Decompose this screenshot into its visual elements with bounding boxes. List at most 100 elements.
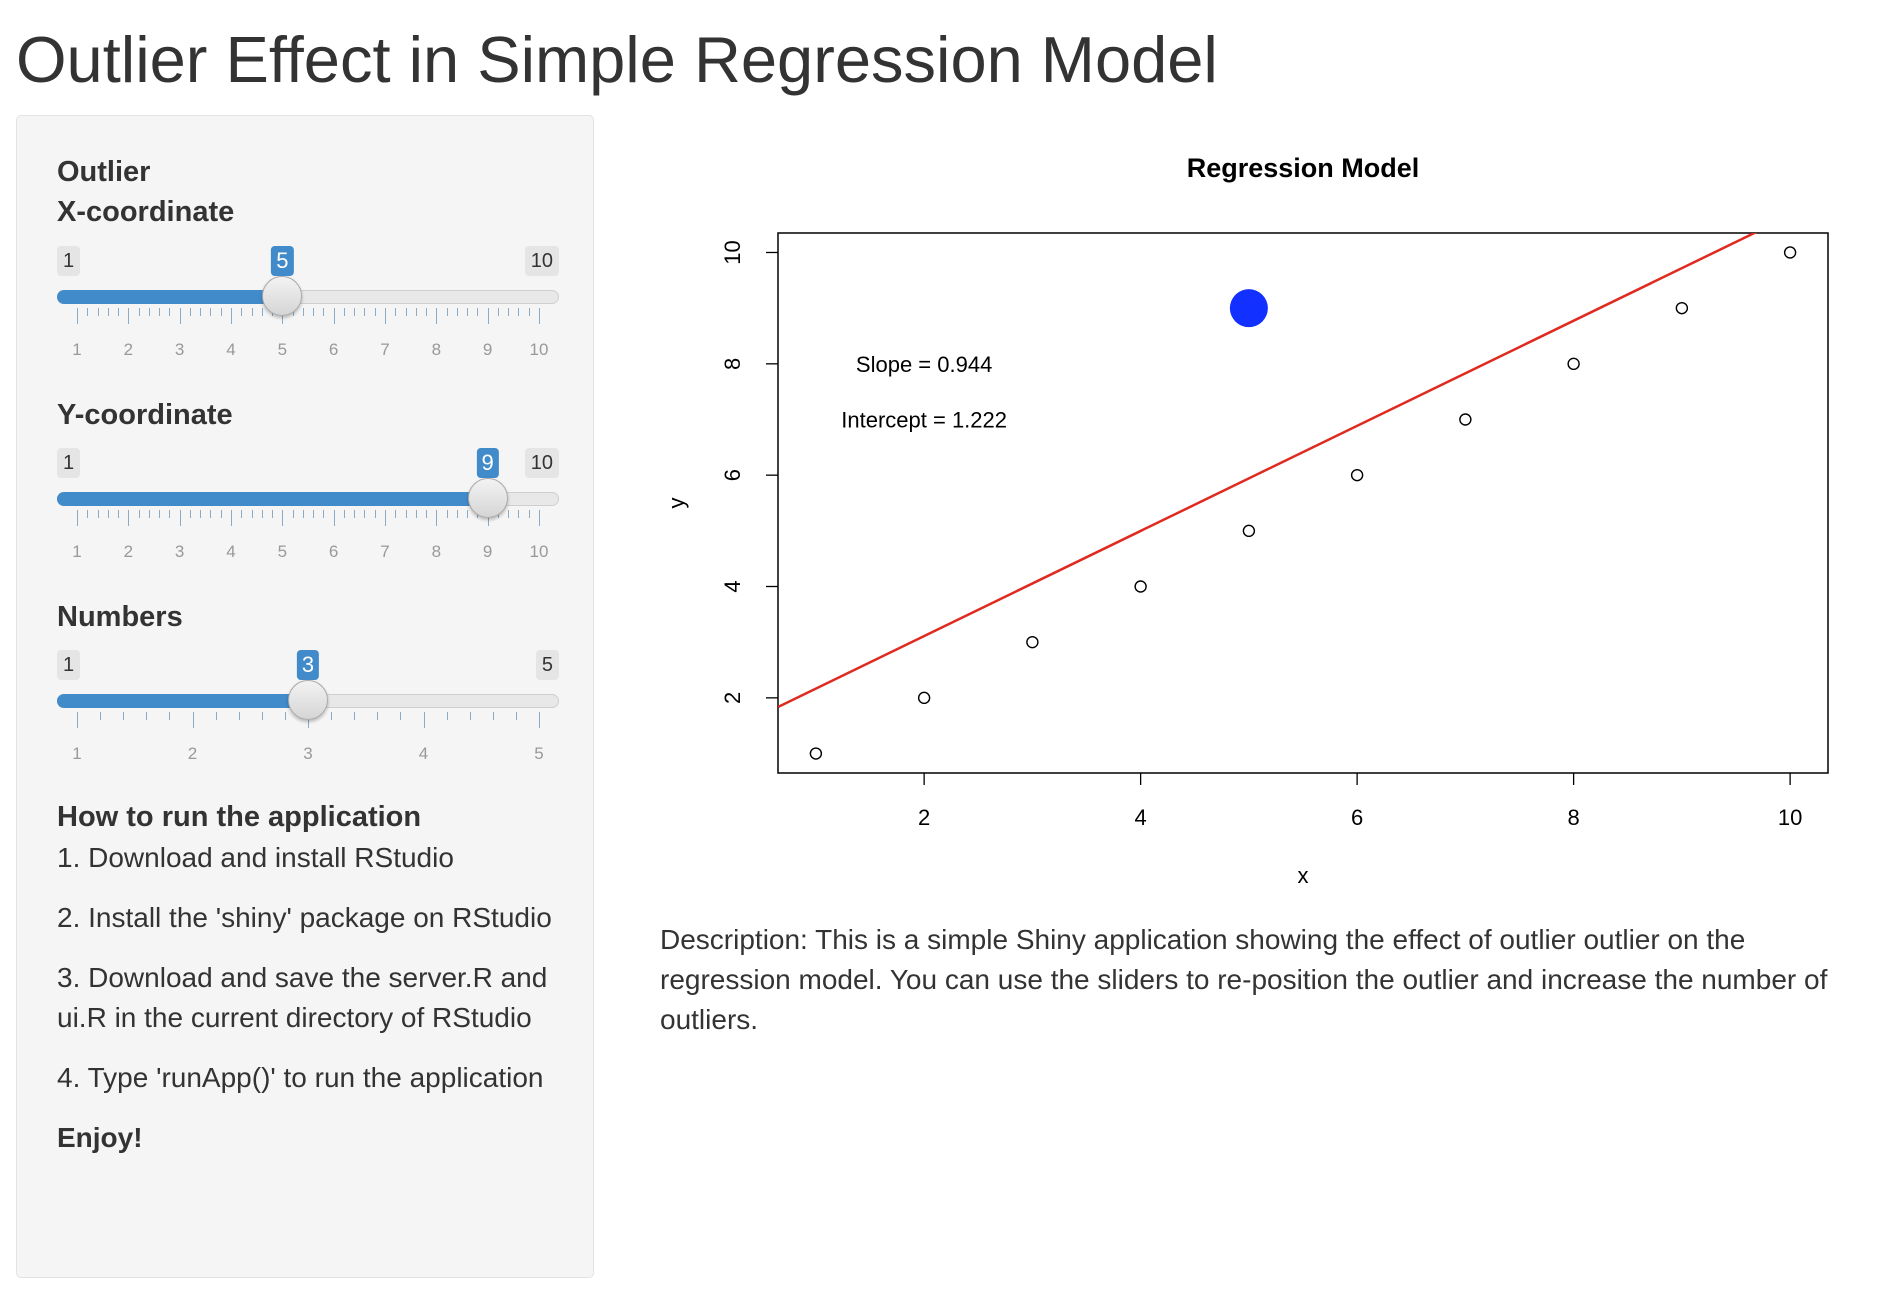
outlier-label: Outlier <box>57 156 151 188</box>
slider-tick-label: 1 <box>72 542 82 561</box>
slider-tick-label: 5 <box>277 340 288 359</box>
slider-tick-label: 4 <box>418 744 429 763</box>
slider-minor-tick <box>138 510 140 518</box>
chart-annotation: Slope = 0.944 <box>856 352 992 377</box>
slider-max-label: 10 <box>524 246 559 276</box>
slider-min-label: 1 <box>57 650 81 680</box>
slider-tick-label: 2 <box>123 542 134 561</box>
slider-minor-tick <box>189 308 191 316</box>
slider-minor-tick <box>313 308 315 316</box>
slider-tick-label: 1 <box>72 744 82 763</box>
slider-minor-tick <box>159 510 161 518</box>
slider-tick-label: 7 <box>380 542 390 561</box>
slider-major-tick <box>385 510 386 526</box>
slider-minor-tick <box>272 510 274 518</box>
y-coordinate-slider[interactable]: 1 10 9 1 2 3 4 5 6 7 8 9 10 <box>57 448 559 578</box>
slider-major-tick <box>539 510 540 526</box>
slider-major-tick <box>539 308 540 324</box>
y-axis-label: y <box>664 498 689 509</box>
slider-value-label: 3 <box>296 650 320 680</box>
y-tick-label: 4 <box>720 580 745 592</box>
slider-tick-label: 4 <box>226 340 236 359</box>
slider-minor-tick <box>251 510 253 518</box>
y-tick-label: 10 <box>720 240 745 264</box>
slider-minor-tick <box>467 308 469 316</box>
slider-handle[interactable] <box>467 478 508 518</box>
numbers-slider[interactable]: 1 5 3 1 2 3 4 5 <box>57 650 559 780</box>
y-tick-label: 8 <box>720 358 745 370</box>
data-point <box>1567 357 1580 371</box>
slider-minor-tick <box>159 308 161 316</box>
data-point <box>1350 468 1364 482</box>
slider-minor-tick <box>261 308 263 316</box>
enjoy-text: Enjoy! <box>57 1122 143 1153</box>
x-coordinate-slider[interactable]: 1 10 5 1 2 3 4 5 6 7 8 9 10 <box>57 246 559 376</box>
x-tick-label: 2 <box>918 805 930 830</box>
slider-min-label: 1 <box>57 246 81 276</box>
regression-line <box>778 233 1758 709</box>
slider-minor-tick <box>477 308 479 316</box>
slider-tick-label: 2 <box>187 744 198 763</box>
slider-major-tick <box>487 308 489 324</box>
slider-minor-tick <box>354 712 356 720</box>
slider-minor-tick <box>123 712 125 720</box>
slider-minor-tick <box>87 510 89 518</box>
y-tick-label: 2 <box>720 692 745 704</box>
slider-tick-label: 10 <box>529 340 549 359</box>
slider-minor-tick <box>210 308 212 316</box>
slider-major-tick <box>128 510 130 526</box>
slider-minor-tick <box>467 510 469 518</box>
slider-tick-label: 6 <box>328 340 339 359</box>
slider-min-label: 1 <box>57 448 81 478</box>
slider-tick-label: 5 <box>534 744 544 763</box>
x-axis-label: x <box>1298 863 1309 888</box>
slider-minor-tick <box>395 510 397 518</box>
data-point <box>1783 246 1797 259</box>
data-point <box>1459 413 1472 426</box>
slider-major-tick <box>282 510 284 526</box>
slider-major-tick <box>77 308 78 324</box>
slider-minor-tick <box>189 510 191 518</box>
slider-tick-label: 10 <box>529 542 549 561</box>
slider-major-tick <box>333 510 335 526</box>
slider-minor-tick <box>118 510 120 518</box>
help-step: 4. Type 'runApp()' to run the applicatio… <box>57 1062 544 1093</box>
data-point <box>809 747 823 760</box>
slider-major-tick <box>436 308 438 324</box>
help-step: 2. Install the 'shiny' package on RStudi… <box>57 902 552 933</box>
slider-major-tick <box>308 712 309 728</box>
slider-minor-tick <box>169 712 171 720</box>
slider-minor-tick <box>323 308 325 316</box>
y-coordinate-label: Y-coordinate <box>57 399 233 431</box>
slider-minor-tick <box>446 308 448 316</box>
slider-minor-tick <box>148 308 150 316</box>
slider-minor-tick <box>118 308 120 316</box>
slider-value-label: 9 <box>476 448 499 478</box>
outlier-point <box>1229 289 1268 328</box>
slider-minor-tick <box>400 712 402 720</box>
slider-tick-label: 9 <box>482 340 493 359</box>
slider-minor-tick <box>528 308 530 316</box>
slider-minor-tick <box>426 308 428 316</box>
slider-minor-tick <box>364 510 366 518</box>
slider-major-tick <box>192 712 194 728</box>
slider-minor-tick <box>354 308 356 316</box>
slider-minor-tick <box>426 510 428 518</box>
slider-handle[interactable] <box>262 276 303 316</box>
slider-minor-tick <box>446 712 448 720</box>
slider-minor-tick <box>405 308 407 316</box>
x-tick-label: 8 <box>1567 805 1579 830</box>
slider-handle[interactable] <box>288 680 328 720</box>
slider-minor-tick <box>302 308 304 316</box>
x-tick-label: 6 <box>1351 805 1363 830</box>
page-title: Outlier Effect in Simple Regression Mode… <box>16 23 1218 96</box>
help-heading: How to run the application <box>57 801 422 833</box>
help-step: 3. Download and save the server.R and ui… <box>57 962 548 1033</box>
slider-minor-tick <box>220 510 222 518</box>
slider-fill <box>57 694 308 708</box>
slider-minor-tick <box>492 712 494 720</box>
slider-tick-label: 7 <box>380 340 390 359</box>
slider-major-tick <box>77 712 78 728</box>
slider-tick-label: 8 <box>431 340 442 359</box>
slider-minor-tick <box>508 510 510 518</box>
